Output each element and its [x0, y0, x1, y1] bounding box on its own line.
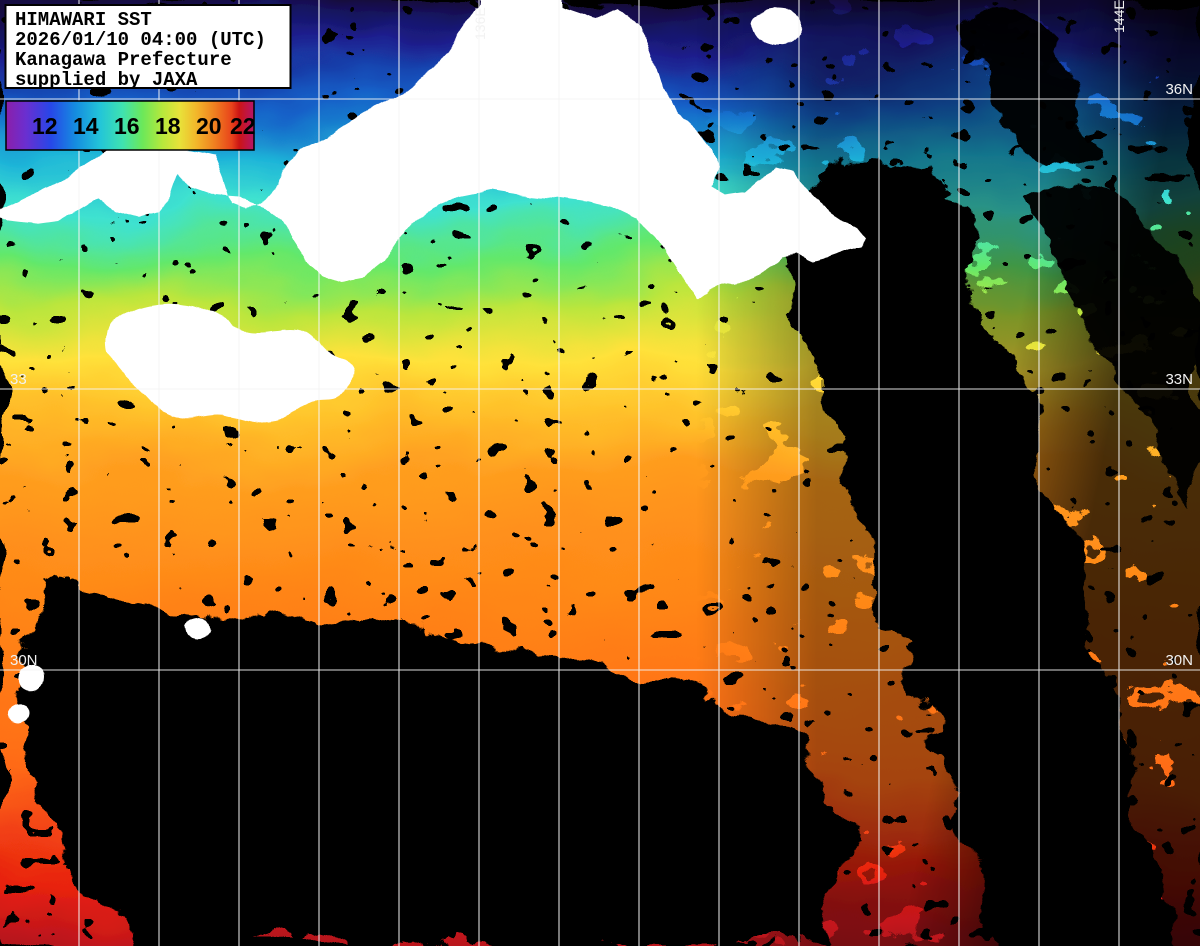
svg-text:33N: 33N: [1165, 371, 1193, 388]
svg-text:20: 20: [196, 113, 222, 139]
svg-text:supplied by JAXA: supplied by JAXA: [15, 69, 198, 91]
svg-text:Kanagawa Prefecture: Kanagawa Prefecture: [15, 49, 232, 71]
svg-text:12: 12: [32, 113, 58, 139]
svg-text:16: 16: [114, 113, 140, 139]
svg-text:18: 18: [155, 113, 181, 139]
svg-text:30N: 30N: [1165, 652, 1193, 669]
svg-text:144E: 144E: [1111, 0, 1127, 33]
svg-text:136E: 136E: [472, 7, 488, 40]
svg-text:2026/01/10 04:00 (UTC): 2026/01/10 04:00 (UTC): [15, 29, 266, 51]
svg-text:36N: 36N: [1165, 81, 1193, 98]
svg-text:33: 33: [10, 371, 27, 388]
svg-text:30N: 30N: [10, 652, 38, 669]
svg-text:14: 14: [73, 113, 99, 139]
svg-text:22: 22: [230, 113, 256, 139]
svg-text:HIMAWARI SST: HIMAWARI SST: [15, 9, 152, 31]
